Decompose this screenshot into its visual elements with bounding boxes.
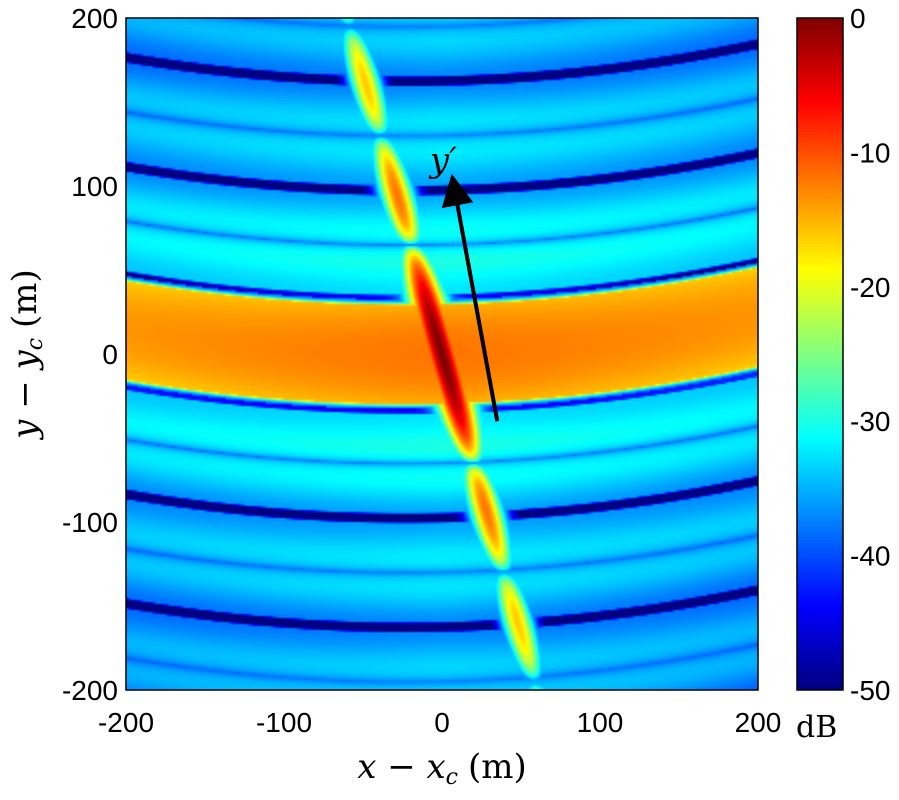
x-tick-label: 100 bbox=[577, 707, 624, 738]
y-tick-label: -200 bbox=[62, 675, 118, 706]
colorbar-tick-label: -50 bbox=[850, 675, 890, 706]
x-tick-label: 200 bbox=[735, 707, 782, 738]
y-tick-labels: -200 -100 0 100 200 bbox=[62, 3, 118, 706]
x-axis-label: x − xc (m) bbox=[357, 747, 527, 790]
direction-arrow bbox=[441, 173, 500, 422]
x-tick-label: -100 bbox=[256, 707, 312, 738]
colorbar-tick-label: -30 bbox=[850, 406, 890, 437]
colorbar-tick-label: -10 bbox=[850, 137, 890, 168]
y-axis-label: y − yc(m) bbox=[5, 269, 48, 441]
y-tick-label: 200 bbox=[71, 3, 118, 34]
colorbar bbox=[796, 17, 844, 691]
heatmap-plot-area bbox=[126, 18, 758, 690]
colorbar-tick-label: -40 bbox=[850, 541, 890, 572]
colorbar-tick-label: 0 bbox=[850, 3, 866, 34]
y-tick-label: 100 bbox=[71, 171, 118, 202]
y-tick-label: -100 bbox=[62, 507, 118, 538]
x-tick-label: 0 bbox=[434, 707, 450, 738]
colorbar-tick-labels: 0 -10 -20 -30 -40 -50 bbox=[850, 3, 890, 706]
direction-arrow-label: y′ bbox=[428, 141, 457, 181]
colorbar-unit-label: dB bbox=[796, 710, 837, 745]
heatmap-image bbox=[126, 18, 758, 690]
plot-frame bbox=[125, 17, 759, 691]
y-tick-label: 0 bbox=[102, 339, 118, 370]
x-tick-labels: -200 -100 0 100 200 bbox=[98, 707, 781, 738]
x-tick-label: -200 bbox=[98, 707, 154, 738]
colorbar-tick-label: -20 bbox=[850, 272, 890, 303]
